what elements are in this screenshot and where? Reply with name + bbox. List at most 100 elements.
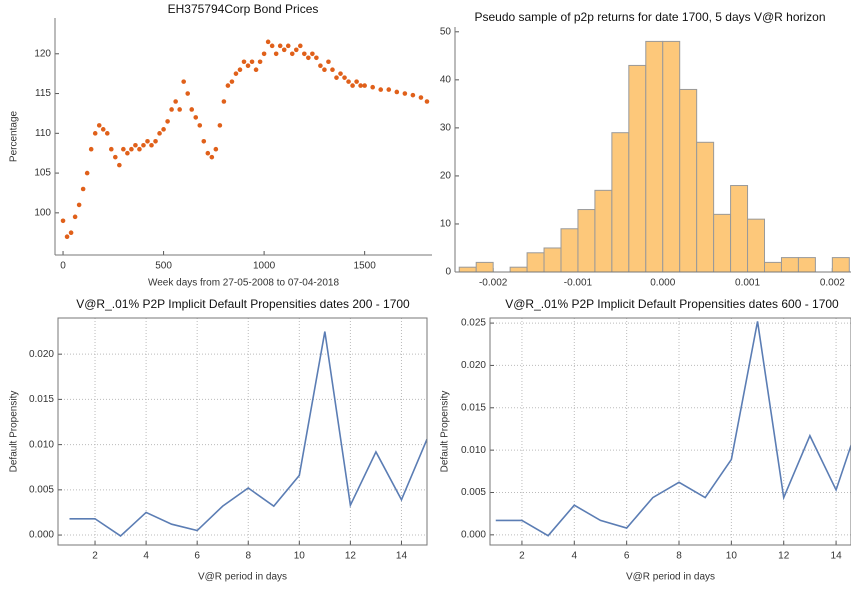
point <box>141 142 146 148</box>
x-tick-label: 6 <box>624 551 630 562</box>
point <box>100 127 106 132</box>
y-tick-label: 110 <box>35 128 51 139</box>
point <box>237 67 243 72</box>
point <box>129 146 134 152</box>
point <box>358 83 363 88</box>
y-tick-label: 30 <box>440 123 452 134</box>
point <box>88 146 94 152</box>
point <box>277 43 283 49</box>
x-tick-label: 0.002 <box>820 278 845 289</box>
point <box>177 107 182 112</box>
point <box>185 91 191 96</box>
point <box>80 186 86 192</box>
chart-title: EH375794Corp Bond Prices <box>168 2 319 16</box>
point <box>314 55 319 61</box>
point <box>169 107 174 112</box>
y-tick-label: 0.020 <box>29 349 54 360</box>
point <box>330 67 335 72</box>
x-tick-label: 14 <box>396 551 408 562</box>
x-tick-label: 0.001 <box>735 278 760 289</box>
point <box>108 146 114 152</box>
point <box>322 67 327 72</box>
x-tick-label: 6 <box>194 551 200 562</box>
chart: EH375794Corp Bond Prices Week days from 2… <box>9 2 432 289</box>
point <box>221 99 227 104</box>
point <box>225 83 231 88</box>
point <box>253 67 259 72</box>
point <box>64 234 70 240</box>
bar <box>764 261 782 273</box>
x-axis-label: Week days from 27-05-2008 to 07-04-2018 <box>148 278 339 289</box>
chart-title: V@R_.01% P2P Implicit Default Propensiti… <box>76 297 410 311</box>
point <box>125 150 130 156</box>
point <box>245 63 251 69</box>
point <box>165 119 170 124</box>
x-tick-label: 10 <box>294 551 306 562</box>
y-tick-label: 0.020 <box>461 360 486 371</box>
bar <box>475 261 494 273</box>
point <box>362 83 367 88</box>
point <box>289 51 295 57</box>
point <box>310 51 315 57</box>
point <box>261 51 267 57</box>
x-tick-label: 8 <box>676 551 682 562</box>
point <box>133 142 138 148</box>
y-tick-label: 20 <box>440 171 452 182</box>
x-tick-label: -0.002 <box>479 278 508 289</box>
point <box>149 142 154 148</box>
point <box>269 43 275 49</box>
point <box>350 83 355 88</box>
bar <box>543 247 562 273</box>
point <box>92 131 98 136</box>
point <box>346 79 351 84</box>
point <box>386 87 392 92</box>
y-tick-label: 50 <box>440 26 452 37</box>
point <box>117 162 122 168</box>
point <box>145 138 150 144</box>
bar <box>730 185 749 273</box>
plot-frame <box>489 317 851 546</box>
point <box>354 79 359 84</box>
point <box>241 59 247 65</box>
point <box>104 131 110 136</box>
point <box>257 59 263 65</box>
point <box>217 123 223 128</box>
point <box>181 79 186 84</box>
point <box>189 107 195 112</box>
point <box>137 146 142 152</box>
point <box>394 89 400 95</box>
y-tick-label: 0 <box>445 267 451 278</box>
point <box>273 51 279 57</box>
point <box>293 47 299 53</box>
plot-frame <box>57 317 428 546</box>
point <box>378 87 384 92</box>
y-axis-label: Default Propensity <box>9 391 20 473</box>
point <box>193 115 199 120</box>
point <box>84 170 90 176</box>
bar <box>679 88 698 273</box>
point <box>410 92 416 98</box>
x-tick-label: 12 <box>345 551 357 562</box>
point <box>370 84 375 90</box>
point <box>281 47 287 53</box>
chart-title: Pseudo sample of p2p returns for date 17… <box>474 10 825 24</box>
chart-title: V@R_.01% P2P Implicit Default Propensiti… <box>505 297 839 311</box>
y-tick-label: 10 <box>440 219 452 230</box>
x-tick-label: 1000 <box>253 261 276 272</box>
point <box>76 202 82 208</box>
bar <box>831 257 850 273</box>
bar <box>662 40 681 273</box>
x-tick-label: 12 <box>778 551 790 562</box>
point <box>153 138 158 144</box>
y-tick-label: 115 <box>35 88 51 99</box>
y-tick-label: 0.005 <box>461 487 486 498</box>
plot-area <box>495 321 851 537</box>
bar <box>594 189 613 273</box>
point <box>338 71 343 76</box>
x-tick-label: 10 <box>726 551 738 562</box>
point <box>326 59 331 65</box>
bar <box>713 213 732 273</box>
point <box>96 123 102 128</box>
point <box>302 51 307 57</box>
